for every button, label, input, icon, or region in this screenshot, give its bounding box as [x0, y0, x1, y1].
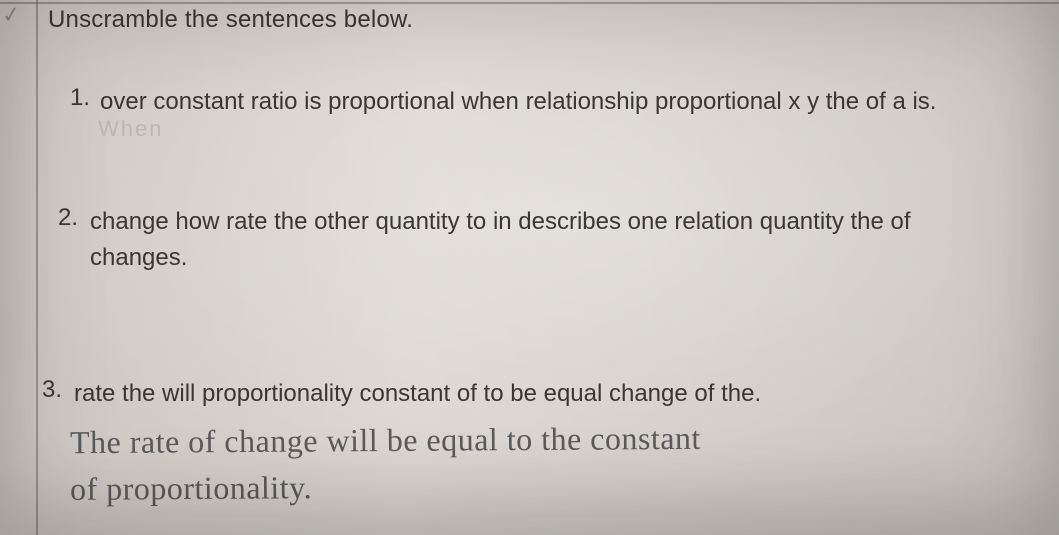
handwritten-answer-line: The rate of change will be equal to the … — [70, 416, 701, 465]
question-text: rate the will proportionality constant o… — [74, 376, 761, 412]
question-text: change how rate the other quantity to in… — [90, 204, 1000, 276]
question-number: 2. — [58, 204, 78, 232]
question-text: over constant ratio is proportional when… — [100, 84, 936, 120]
top-rule — [0, 2, 1059, 4]
handwritten-answer-line: of proportionality. — [70, 465, 312, 511]
question-number: 3. — [42, 376, 62, 404]
instruction-text: Unscramble the sentences below. — [48, 6, 413, 34]
question-number: 1. — [70, 84, 90, 112]
left-margin-rule — [36, 0, 38, 535]
check-icon: ✓ — [0, 1, 22, 29]
